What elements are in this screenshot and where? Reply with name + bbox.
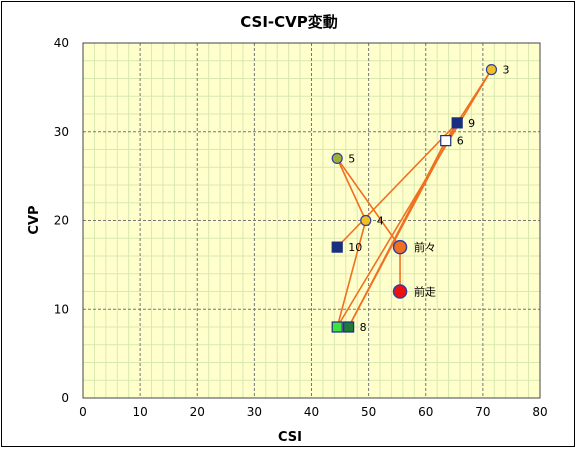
point-label-8: 8 <box>360 321 367 334</box>
chart-title: CSI-CVP変動 <box>240 13 338 31</box>
point-marker-前々 <box>392 239 408 255</box>
point-label-6: 6 <box>457 135 464 148</box>
point-marker-7 <box>331 321 343 333</box>
point-label-3: 3 <box>502 64 509 77</box>
trajectory-segment <box>336 158 367 221</box>
point-marker-前走 <box>392 284 408 299</box>
x-tick-label: 10 <box>132 405 147 419</box>
x-tick-label: 60 <box>418 405 433 419</box>
point-label-前々: 前々 <box>414 240 436 254</box>
point-marker-3 <box>485 64 498 76</box>
major-gridlines <box>83 43 540 398</box>
x-tick-label: 20 <box>190 405 205 419</box>
y-axis-label: CVP <box>27 205 42 234</box>
trajectory-segment <box>336 220 367 328</box>
point-marker-4 <box>360 214 372 227</box>
x-axis-ticks: 0 10 20 30 40 50 60 70 80 <box>79 405 547 419</box>
trajectory-segment <box>336 157 401 248</box>
y-tick-label: 10 <box>54 302 69 316</box>
point-marker-6 <box>440 135 452 147</box>
x-tick-label: 40 <box>304 405 319 419</box>
point-label-9: 9 <box>468 117 475 130</box>
trajectory-lines <box>336 69 493 328</box>
x-tick-label: 0 <box>79 405 87 419</box>
x-tick-label: 30 <box>247 405 262 419</box>
point-marker-9 <box>451 117 463 129</box>
x-tick-label: 50 <box>361 405 376 419</box>
point-marker-5 <box>331 152 343 164</box>
y-tick-label: 20 <box>54 214 69 228</box>
data-points <box>331 64 498 333</box>
point-label-前走: 前走 <box>414 285 436 299</box>
point-label-4: 4 <box>377 215 384 228</box>
plot-border <box>82 42 541 399</box>
trajectory-segment <box>336 69 493 328</box>
x-tick-label: 80 <box>532 405 547 419</box>
point-label-5: 5 <box>348 152 355 165</box>
y-tick-label: 40 <box>54 36 69 50</box>
y-tick-label: 0 <box>61 391 69 405</box>
x-tick-label: 70 <box>475 405 490 419</box>
x-axis-label: CSI <box>278 430 302 445</box>
y-tick-label: 30 <box>54 125 69 139</box>
point-marker-10 <box>331 241 343 253</box>
trajectory-segment <box>336 122 458 248</box>
y-axis-ticks: 0 10 20 30 40 <box>54 36 69 405</box>
point-marker-8 <box>343 321 355 333</box>
point-label-10: 10 <box>348 241 362 254</box>
